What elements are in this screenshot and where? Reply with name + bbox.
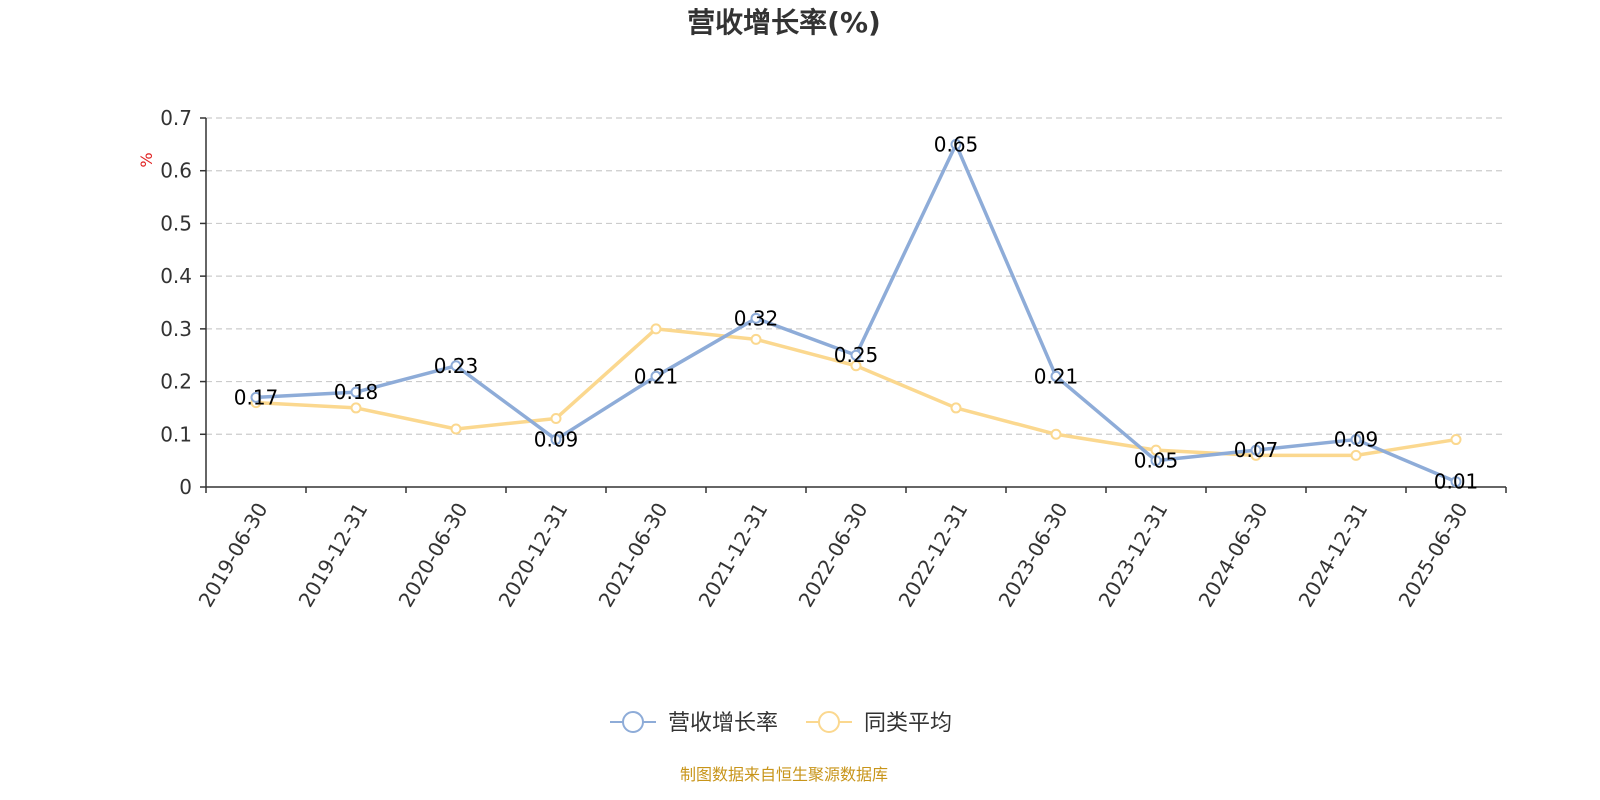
grid-lines	[206, 117, 1506, 435]
data-point	[1450, 476, 1462, 488]
data-point	[1450, 434, 1462, 446]
x-tick-label: 2024-06-30	[1194, 499, 1273, 612]
data-point	[550, 434, 562, 446]
data-point	[250, 391, 262, 403]
y-tick-label: 0.1	[160, 422, 192, 446]
legend: 营收增长率 同类平均	[610, 711, 952, 736]
data-label: 0.07	[1234, 438, 1279, 462]
legend-marker	[818, 711, 840, 733]
legend-marker	[622, 711, 644, 733]
data-point	[650, 323, 662, 335]
data-point	[750, 312, 762, 324]
data-point	[750, 333, 762, 345]
x-tick-label: 2025-06-30	[1394, 499, 1473, 612]
data-point	[1250, 444, 1262, 456]
data-label: 0.23	[434, 354, 479, 378]
data-label: 0.32	[734, 306, 779, 330]
data-point	[950, 138, 962, 150]
data-label: 0.17	[234, 385, 279, 409]
data-point	[650, 370, 662, 382]
data-label: 0.09	[534, 428, 579, 452]
data-label: 0.05	[1134, 449, 1179, 473]
x-tick-label: 2021-12-31	[694, 499, 773, 612]
data-point	[350, 386, 362, 398]
x-tick-label: 2019-12-31	[294, 499, 373, 612]
data-point	[1150, 444, 1162, 456]
y-tick-label: 0.6	[160, 159, 192, 183]
axes	[205, 118, 1506, 488]
y-tick-label: 0.2	[160, 370, 192, 394]
data-point	[1350, 449, 1362, 461]
x-tick-label: 2020-12-31	[494, 499, 573, 612]
x-tick-label: 2020-06-30	[394, 499, 473, 612]
chart-title: 营收增长率(%)	[687, 6, 881, 39]
series-group	[250, 138, 1462, 488]
x-tick-label: 2022-12-31	[894, 499, 973, 612]
data-label: 0.21	[1034, 364, 1079, 388]
y-tick-label: 0.3	[160, 317, 192, 341]
data-label: 0.01	[1434, 470, 1479, 494]
data-point	[1050, 370, 1062, 382]
y-tick-label: 0.7	[160, 106, 192, 130]
data-point	[1350, 434, 1362, 446]
series-line	[255, 142, 1457, 484]
x-tick-label: 2023-12-31	[1094, 499, 1173, 612]
data-point	[550, 412, 562, 424]
data-label: 0.65	[934, 132, 979, 156]
y-axis-unit-label: %	[137, 152, 156, 167]
data-point	[850, 349, 862, 361]
x-axis-ticks: 2019-06-30 2019-12-31 2020-06-30 2020-12-31…	[194, 487, 1507, 612]
data-label: 0.25	[834, 343, 879, 367]
data-point	[450, 423, 462, 435]
x-tick-label: 2023-06-30	[994, 499, 1073, 612]
data-point	[450, 360, 462, 372]
data-point	[1050, 428, 1062, 440]
data-point	[850, 360, 862, 372]
legend-label[interactable]: 同类平均	[864, 711, 952, 736]
y-tick-label: 0	[179, 475, 192, 499]
x-tick-label: 2021-06-30	[594, 499, 673, 612]
y-axis-ticks: 0 0.1 0.2 0.3 0.4 0.5 0.6 0.7	[160, 106, 206, 499]
data-point	[350, 402, 362, 414]
data-point	[950, 402, 962, 414]
data-point	[1150, 455, 1162, 467]
data-labels: 0.17 0.18 0.23 0.09 0.21 0.32 0.25 0.65 0.21 0.05…	[234, 132, 1479, 493]
y-tick-label: 0.4	[160, 264, 192, 288]
x-tick-label: 2024-12-31	[1294, 499, 1373, 612]
data-label: 0.09	[1334, 428, 1379, 452]
y-tick-label: 0.5	[160, 211, 192, 235]
source-note: 制图数据来自恒生聚源数据库	[680, 765, 888, 784]
legend-label[interactable]: 营收增长率	[668, 711, 778, 736]
x-tick-label: 2022-06-30	[794, 499, 873, 612]
data-label: 0.21	[634, 364, 679, 388]
x-tick-label: 2019-06-30	[194, 499, 273, 612]
data-label: 0.18	[334, 380, 379, 404]
